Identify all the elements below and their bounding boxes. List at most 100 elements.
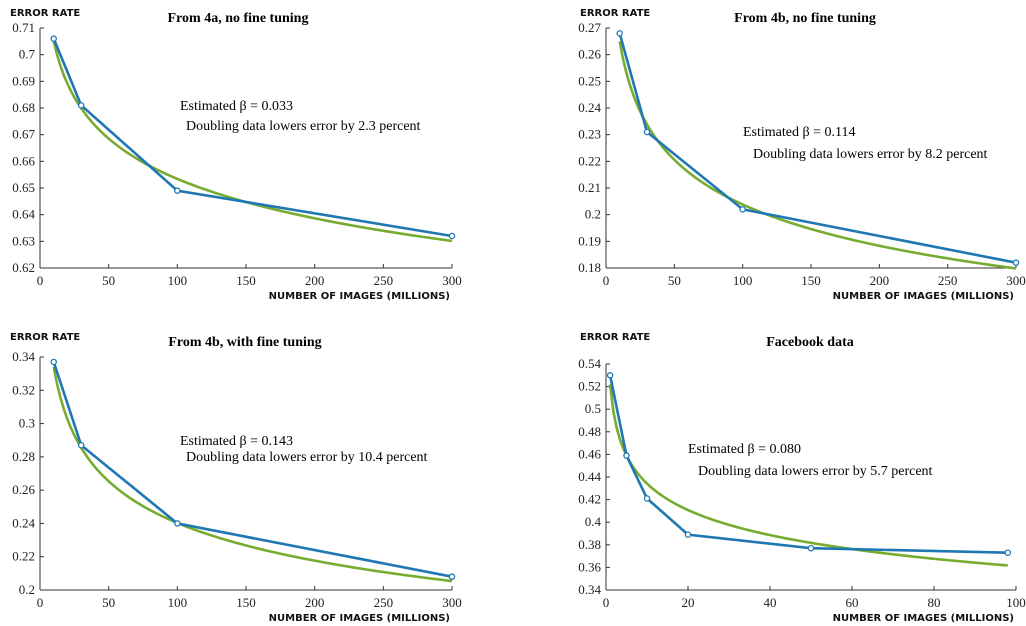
y-tick-label: 0.38 [578,537,601,552]
y-tick-label: 0.22 [12,549,35,564]
data-point [623,452,630,459]
data-series-line [52,361,453,578]
data-point [50,35,57,42]
y-axis-label: ERROR RATE [10,332,80,343]
y-tick-label: 0.71 [12,20,35,35]
y-tick-label: 0.25 [578,73,601,88]
x-tick-label: 200 [305,273,325,288]
x-axis-label: NUMBER OF IMAGES (MILLIONS) [269,613,450,624]
x-tick-label: 150 [236,595,256,610]
data-point [77,102,85,109]
x-tick-label: 40 [764,595,777,610]
y-tick-label: 0.36 [578,559,601,574]
y-tick-label: 0.44 [578,469,601,484]
x-tick-label: 80 [928,595,941,610]
y-axis-label: ERROR RATE [10,8,80,19]
y-tick-label: 0.22 [578,153,601,168]
x-tick-label: 100 [168,595,188,610]
y-tick-label: 0.4 [585,514,602,529]
beta-annotation: Estimated β = 0.080 [688,442,801,457]
y-tick-label: 0.26 [12,482,35,497]
data-point [174,520,181,527]
y-tick-label: 0.23 [578,127,601,142]
y-tick-label: 0.7 [19,47,36,62]
x-axis-label: NUMBER OF IMAGES (MILLIONS) [269,291,450,302]
data-point [448,232,456,240]
y-tick-label: 0.66 [12,153,35,168]
x-tick-label: 0 [37,273,44,288]
data-point [77,441,85,449]
data-point [606,372,614,379]
y-tick-label: 0.34 [12,349,35,364]
y-tick-label: 0.65 [12,180,35,195]
x-axis-label: NUMBER OF IMAGES (MILLIONS) [833,613,1014,624]
chart-title: From 4b, no fine tuning [734,11,876,26]
x-tick-label: 50 [102,595,115,610]
y-axis-label: ERROR RATE [580,332,650,343]
y-tick-label: 0.48 [578,424,601,439]
y-tick-label: 0.24 [578,100,601,115]
y-tick-label: 0.67 [12,127,35,142]
data-point [807,544,815,552]
fit-curve [618,41,1017,270]
y-tick-label: 0.27 [578,20,601,35]
y-tick-label: 0.64 [12,207,35,222]
x-tick-label: 60 [846,595,859,610]
data-point [448,573,456,580]
x-tick-label: 0 [603,595,610,610]
x-tick-label: 50 [102,273,115,288]
y-tick-label: 0.5 [585,401,601,416]
data-series-line [618,32,1017,264]
chart-panel-4: 0 20 40 60 80 100 0.34 0.36 0.38 0.4 0.42 0.44 0.46 0… [578,332,1026,624]
fit-curve [52,366,453,583]
beta-annotation: Estimated β = 0.033 [180,99,293,114]
data-point [50,358,57,366]
beta-annotation: Estimated β = 0.114 [743,125,856,140]
chart-panel-3: 0 50 100 150 200 250 300 0.2 0.22 0.24 0.26 0.28 0.3… [10,332,462,624]
y-tick-label: 0.62 [12,260,35,275]
data-series-line [52,38,453,238]
data-point [1012,259,1020,266]
y-tick-label: 0.24 [12,515,35,530]
y-tick-label: 0.3 [19,416,35,431]
chart-title: From 4a, no fine tuning [168,11,309,26]
doubling-annotation: Doubling data lowers error by 10.4 perce… [186,450,428,465]
x-tick-label: 0 [603,273,610,288]
y-tick-label: 0.28 [12,449,35,464]
y-tick-label: 0.2 [19,582,35,597]
x-tick-label: 250 [374,273,394,288]
y-tick-label: 0.26 [578,47,601,62]
x-tick-label: 200 [870,273,890,288]
beta-annotation: Estimated β = 0.143 [180,434,293,449]
fit-curve [608,384,1008,567]
x-tick-label: 100 [1006,595,1026,610]
y-tick-label: 0.21 [578,180,601,195]
doubling-annotation: Doubling data lowers error by 2.3 percen… [186,119,421,134]
doubling-annotation: Doubling data lowers error by 5.7 percen… [698,464,933,479]
x-tick-label: 150 [801,273,821,288]
fit-curve [52,41,453,243]
y-tick-label: 0.69 [12,73,35,88]
x-tick-label: 250 [374,595,394,610]
data-point [1004,549,1012,556]
y-tick-label: 0.54 [578,356,601,371]
x-axis-label: NUMBER OF IMAGES (MILLIONS) [833,291,1014,302]
y-tick-label: 0.19 [578,233,601,248]
y-tick-label: 0.2 [585,207,601,222]
x-tick-label: 250 [938,273,958,288]
y-tick-label: 0.34 [578,582,601,597]
x-tick-label: 300 [442,273,462,288]
x-tick-label: 20 [682,595,695,610]
data-point [739,206,746,213]
data-point [174,187,181,194]
data-point [616,30,623,37]
x-tick-label: 0 [37,595,44,610]
x-tick-label: 50 [668,273,681,288]
y-tick-label: 0.46 [578,446,601,461]
x-tick-label: 100 [168,273,188,288]
chart-title: From 4b, with fine tuning [168,335,321,350]
data-point [643,128,651,136]
y-tick-label: 0.42 [578,492,601,507]
chart-title: Facebook data [766,335,854,350]
